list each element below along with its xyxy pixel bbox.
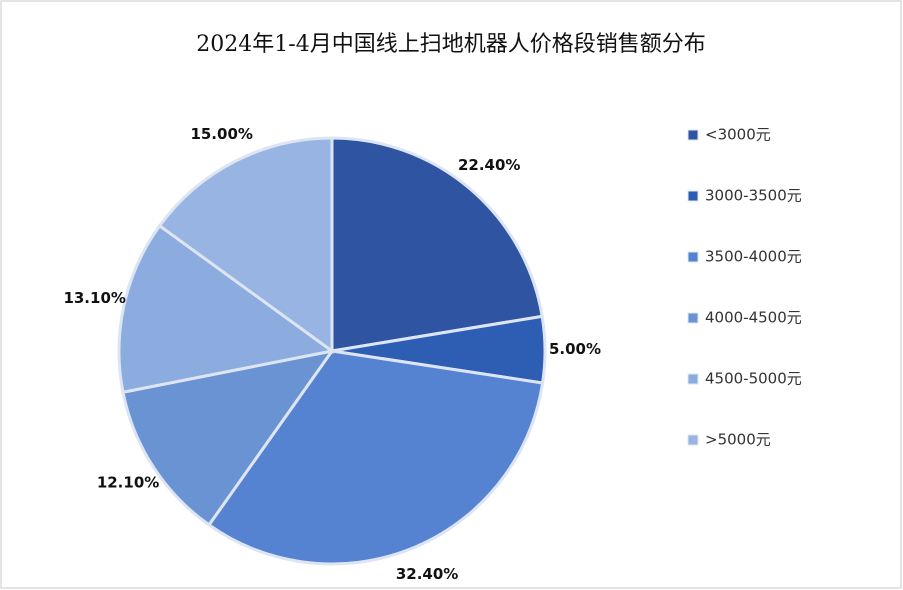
pie-slice [330, 136, 544, 353]
data-label: 15.00% [190, 125, 252, 143]
data-label: 32.40% [396, 565, 458, 583]
legend-label: >5000元 [705, 431, 771, 449]
legend-label: 4500-5000元 [705, 370, 802, 388]
legend-swatch [687, 251, 699, 263]
data-label: 12.10% [97, 474, 159, 492]
legend-swatch [687, 129, 699, 141]
legend-swatch [687, 434, 699, 446]
legend-label: 4000-4500元 [705, 309, 802, 327]
legend-swatch [687, 373, 699, 385]
pie-slice [117, 223, 336, 394]
legend-label: 3000-3500元 [705, 187, 802, 205]
legend-swatch [687, 190, 699, 202]
pie-slice [121, 348, 336, 527]
data-label: 5.00% [549, 340, 601, 358]
chart-title: 2024年1-4月中国线上扫地机器人价格段销售额分布 [196, 32, 705, 57]
legend-label: <3000元 [705, 126, 771, 144]
pie-slice [206, 349, 545, 566]
data-label: 13.10% [63, 289, 125, 307]
data-label: 22.40% [458, 156, 520, 174]
legend-label: 3500-4000元 [705, 248, 802, 266]
legend-swatch [687, 312, 699, 324]
pie-slice [157, 136, 334, 354]
